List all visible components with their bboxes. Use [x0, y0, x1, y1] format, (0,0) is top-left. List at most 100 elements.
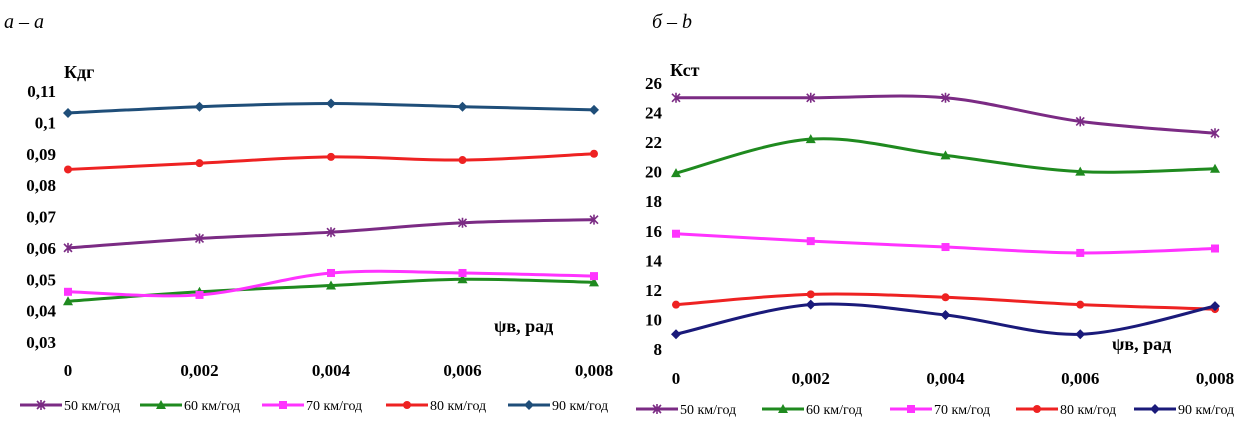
data-point	[457, 217, 468, 228]
data-point	[326, 280, 336, 290]
x-tick-label: 0,006	[1061, 369, 1099, 388]
legend-item: 80 км/год	[1016, 403, 1116, 418]
data-point	[1210, 163, 1220, 173]
y-tick-label: 0,09	[26, 145, 56, 164]
legend-b: 50 км/год 60 км/год 70 км/год 80 км/год 90 к…	[636, 403, 1234, 418]
data-point	[195, 159, 204, 168]
series-50-км/год	[63, 214, 599, 253]
data-point	[1075, 166, 1086, 176]
y-tick-label: 16	[645, 222, 662, 241]
panel-label-b: б – b	[652, 11, 692, 33]
x-tick-label: 0,004	[926, 369, 965, 388]
legend-item: 80 км/год	[386, 399, 486, 414]
x-tick-label: 0,002	[180, 361, 218, 380]
x-axis-label-a: ψв, рад	[494, 316, 553, 336]
series-80-км/год	[672, 290, 1219, 314]
y-tick-label: 26	[645, 74, 662, 93]
data-point	[64, 287, 72, 296]
y-tick-label: 0,11	[27, 82, 56, 101]
data-point	[63, 242, 73, 253]
series-80-км/год	[64, 149, 598, 174]
data-point	[457, 101, 468, 112]
legend-marker	[652, 404, 662, 414]
y-tick-label: 20	[645, 163, 662, 182]
y-tick-label: 12	[645, 281, 662, 300]
data-point	[195, 290, 204, 299]
data-point	[1211, 244, 1219, 253]
data-point	[806, 237, 815, 246]
y-ticks-b: 8 10 12 14 16 18 20 22 24 26	[645, 74, 663, 359]
legend-marker	[279, 401, 287, 409]
data-point	[194, 101, 205, 112]
y-tick-label: 0,06	[26, 239, 56, 258]
x-tick-label: 0	[672, 369, 681, 388]
data-point	[194, 233, 205, 244]
legend-label: 90 км/год	[552, 399, 608, 414]
legend-item: 70 км/год	[890, 403, 990, 418]
y-tick-label: 22	[645, 133, 662, 152]
data-point	[1075, 116, 1085, 127]
legend-item: 50 км/год	[636, 403, 736, 418]
series-group-b	[671, 92, 1220, 340]
data-point	[457, 274, 468, 284]
y-tick-label: 24	[645, 104, 663, 123]
data-point	[590, 272, 598, 281]
legend-marker	[907, 405, 915, 413]
series-60-км/год	[63, 274, 599, 306]
data-point	[589, 104, 599, 115]
series-70-км/год	[64, 268, 598, 299]
data-point	[458, 268, 467, 277]
data-point	[589, 277, 599, 287]
x-tick-label: 0,002	[792, 369, 830, 388]
series-90-км/год	[63, 98, 599, 118]
legend-label: 60 км/год	[184, 399, 240, 414]
data-point	[671, 92, 681, 103]
legend-marker	[1150, 404, 1160, 414]
y-tick-label: 0,04	[26, 302, 56, 321]
legend-marker	[778, 404, 788, 413]
data-point	[326, 98, 336, 109]
legend-label: 50 км/год	[680, 403, 736, 418]
y-tick-label: 10	[645, 310, 662, 329]
series-70-км/год	[672, 229, 1219, 257]
y-tick-label: 0,07	[26, 208, 56, 227]
data-point	[589, 214, 599, 225]
x-tick-label: 0,006	[443, 361, 481, 380]
data-point	[940, 92, 951, 103]
data-point	[941, 243, 950, 252]
series-60-км/год	[671, 134, 1220, 178]
data-point	[327, 152, 335, 161]
series-50-км/год	[671, 92, 1220, 139]
y-tick-label: 0,05	[26, 270, 56, 289]
chart-panel-a: а – а Кдг ψв, рад 0,030,040,050,060,070,…	[4, 11, 613, 414]
legend-item: 70 км/год	[262, 399, 362, 414]
data-point	[806, 92, 816, 103]
legend-item: 90 км/год	[1134, 403, 1234, 418]
y-axis-label-a: Кдг	[64, 62, 94, 82]
panel-label-a: а – а	[4, 11, 44, 33]
data-point	[64, 165, 72, 174]
data-point	[671, 168, 681, 178]
legend-marker	[36, 400, 46, 410]
series-90-км/год	[671, 299, 1220, 340]
legend-item: 90 км/год	[508, 399, 608, 414]
data-point	[1076, 248, 1085, 257]
legend-marker	[524, 400, 534, 410]
y-tick-label: 8	[654, 340, 663, 359]
legend-a: 50 км/год 60 км/год 70 км/год 80 км/год 90 к…	[20, 399, 608, 414]
data-point	[458, 156, 467, 165]
legend-label: 80 км/год	[1060, 403, 1116, 418]
data-point	[326, 227, 336, 238]
data-point	[941, 293, 950, 302]
legend-label: 80 км/год	[430, 399, 486, 414]
y-ticks-a: 0,03 0,04 0,05 0,06 0,07 0,08 0,09 0,1 0,11	[26, 82, 56, 352]
data-point	[1075, 329, 1086, 340]
legend-marker	[1033, 405, 1041, 413]
series-group-a	[63, 98, 599, 306]
data-point	[63, 296, 73, 306]
x-tick-label: 0,004	[312, 361, 351, 380]
legend-label: 60 км/год	[806, 403, 862, 418]
data-point	[940, 150, 951, 160]
